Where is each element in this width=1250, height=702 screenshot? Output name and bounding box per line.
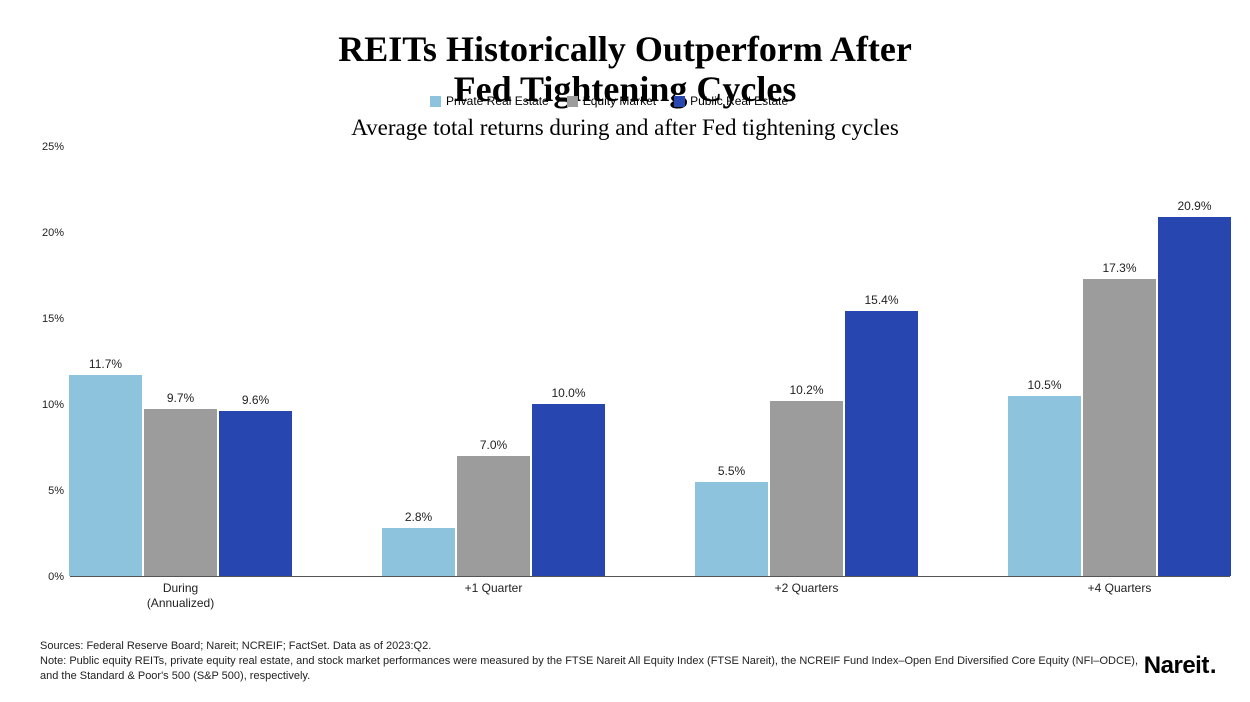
bar-value-label: 20.9% bbox=[1177, 199, 1211, 213]
bar-value-label: 2.8% bbox=[405, 510, 432, 524]
y-tick-label: 15% bbox=[42, 313, 64, 325]
brand-text: Nareit bbox=[1144, 652, 1209, 679]
bar-value-label: 15.4% bbox=[864, 293, 898, 307]
brand-dot: . bbox=[1210, 652, 1216, 680]
bar: 7.0% bbox=[457, 456, 530, 576]
legend-label: Equity Market bbox=[583, 94, 656, 108]
chart-container: REITs Historically Outperform After Fed … bbox=[0, 0, 1250, 702]
bar: 10.0% bbox=[532, 404, 605, 576]
bar-value-label: 11.7% bbox=[89, 357, 122, 371]
bar-value-label: 9.7% bbox=[167, 391, 194, 405]
bar: 2.8% bbox=[382, 528, 455, 576]
bar-group: 5.5%10.2%15.4% bbox=[695, 311, 918, 576]
legend-item: Public Real Estate bbox=[674, 94, 788, 108]
bar-value-label: 7.0% bbox=[480, 438, 507, 452]
y-tick-label: 0% bbox=[48, 571, 64, 583]
y-tick-label: 10% bbox=[42, 399, 64, 411]
title-line-1: REITs Historically Outperform After bbox=[338, 29, 912, 69]
x-category-label: +4 Quarters bbox=[1008, 581, 1231, 595]
bar-value-label: 10.5% bbox=[1027, 378, 1061, 392]
bar: 10.2% bbox=[770, 401, 843, 576]
bar-value-label: 5.5% bbox=[718, 464, 745, 478]
brand-logo: Nareit. bbox=[1144, 652, 1216, 680]
y-tick-label: 25% bbox=[42, 141, 64, 153]
bar: 17.3% bbox=[1083, 279, 1156, 577]
legend-swatch bbox=[430, 96, 441, 107]
bar-value-label: 17.3% bbox=[1102, 261, 1136, 275]
bar: 9.7% bbox=[144, 409, 217, 576]
x-category-label: +2 Quarters bbox=[695, 581, 918, 595]
bar: 5.5% bbox=[695, 482, 768, 577]
x-axis-labels: During (Annualized) +1 Quarter +2 Quarters… bbox=[70, 577, 1230, 617]
legend-label: Private Real Estate bbox=[446, 94, 549, 108]
legend-swatch bbox=[567, 96, 578, 107]
bar-group: 10.5%17.3%20.9% bbox=[1008, 217, 1231, 576]
bar: 10.5% bbox=[1008, 396, 1081, 577]
footnote-sources: Sources: Federal Reserve Board; Nareit; … bbox=[40, 640, 431, 652]
x-category-label: +1 Quarter bbox=[382, 581, 605, 595]
bar: 11.7% bbox=[69, 375, 142, 576]
chart-legend: Private Real Estate Equity Market Public R… bbox=[430, 94, 788, 108]
bar: 20.9% bbox=[1158, 217, 1231, 576]
bar: 9.6% bbox=[219, 411, 292, 576]
plot-region: 11.7%9.7%9.6%2.8%7.0%10.0%5.5%10.2%15.4%… bbox=[70, 147, 1230, 577]
footnote-note: Note: Public equity REITs, private equit… bbox=[40, 655, 1138, 682]
legend-item: Private Real Estate bbox=[430, 94, 549, 108]
bar-value-label: 10.0% bbox=[551, 386, 585, 400]
x-category-label: During (Annualized) bbox=[69, 581, 292, 610]
chart-footnote: Sources: Federal Reserve Board; Nareit; … bbox=[40, 639, 1140, 684]
y-axis: 0%5%10%15%20%25% bbox=[30, 147, 70, 577]
bar-value-label: 9.6% bbox=[242, 393, 269, 407]
y-tick-label: 20% bbox=[42, 227, 64, 239]
chart-subtitle: Average total returns during and after F… bbox=[30, 115, 1220, 141]
y-tick-label: 5% bbox=[48, 485, 64, 497]
legend-item: Equity Market bbox=[567, 94, 656, 108]
chart-plot-area: 0%5%10%15%20%25% 11.7%9.7%9.6%2.8%7.0%10… bbox=[70, 147, 1230, 577]
bar-value-label: 10.2% bbox=[789, 383, 823, 397]
legend-label: Public Real Estate bbox=[690, 94, 788, 108]
bar-group: 11.7%9.7%9.6% bbox=[69, 375, 292, 576]
bar-group: 2.8%7.0%10.0% bbox=[382, 404, 605, 576]
bar: 15.4% bbox=[845, 311, 918, 576]
legend-swatch bbox=[674, 96, 685, 107]
